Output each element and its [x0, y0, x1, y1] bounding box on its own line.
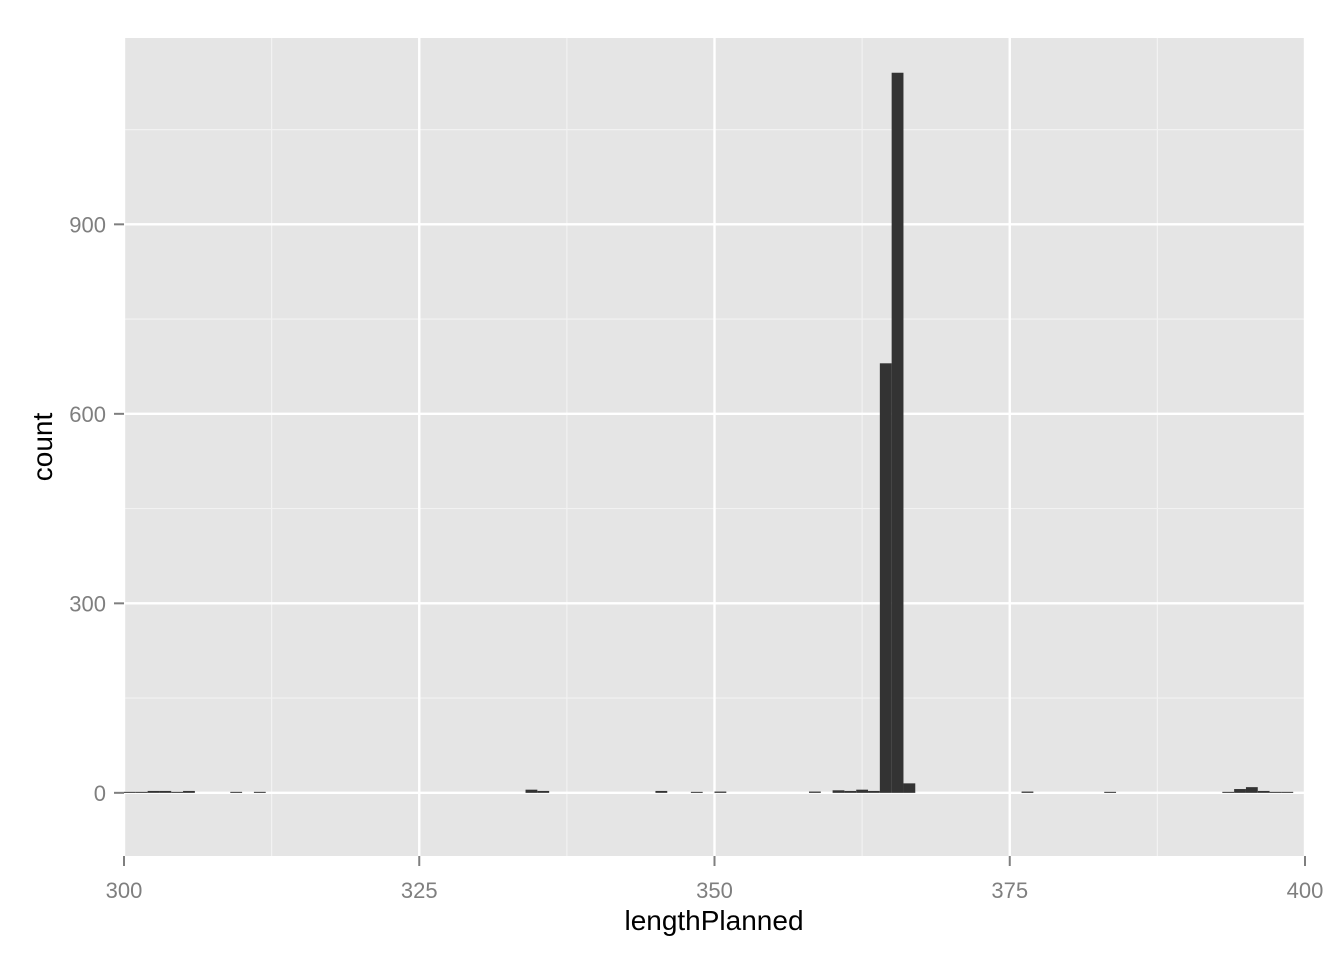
y-tick-label: 0	[94, 781, 106, 806]
histogram-bars	[124, 72, 1294, 793]
histogram-bar	[1245, 787, 1258, 793]
x-tick-label: 325	[401, 878, 438, 903]
histogram-bar	[525, 789, 538, 793]
x-tick-label: 375	[991, 878, 1028, 903]
histogram-bar	[537, 790, 550, 793]
histogram-bar	[1257, 790, 1270, 793]
histogram-bar	[1104, 791, 1117, 793]
histogram-bar	[879, 363, 892, 793]
histogram-bar	[171, 791, 184, 793]
histogram-bar	[1222, 791, 1235, 793]
x-tick-label: 400	[1287, 878, 1324, 903]
x-axis-title: lengthPlanned	[624, 905, 803, 936]
histogram-bar	[1269, 791, 1282, 793]
histogram-bar	[714, 791, 727, 793]
histogram-bar	[1021, 791, 1034, 793]
histogram-bar	[868, 790, 880, 793]
histogram-bar	[832, 790, 845, 793]
y-tick-label: 600	[69, 402, 106, 427]
x-tick-label: 300	[106, 878, 143, 903]
histogram-bar	[690, 791, 703, 793]
histogram-bar	[230, 791, 243, 793]
histogram-bar	[844, 790, 857, 793]
histogram-bar	[159, 790, 172, 793]
x-tick-label: 350	[696, 878, 733, 903]
histogram-bar	[856, 789, 869, 793]
histogram-bar	[124, 791, 136, 793]
histogram-bar	[253, 791, 266, 793]
histogram-bar	[1281, 791, 1294, 793]
histogram-bar	[183, 790, 195, 793]
histogram-bar	[891, 72, 904, 793]
y-axis-title: count	[27, 413, 58, 482]
histogram-bar	[135, 791, 148, 793]
histogram-bar	[147, 790, 160, 793]
x-axis: 300 325 350 375 400	[106, 856, 1324, 903]
histogram-bar	[903, 783, 916, 793]
y-tick-label: 900	[69, 212, 106, 237]
histogram-bar	[808, 791, 821, 793]
histogram-bar	[1234, 789, 1246, 793]
y-axis: 0 300 600 900	[69, 212, 124, 806]
histogram-bar	[655, 790, 668, 793]
y-tick-label: 300	[69, 591, 106, 616]
